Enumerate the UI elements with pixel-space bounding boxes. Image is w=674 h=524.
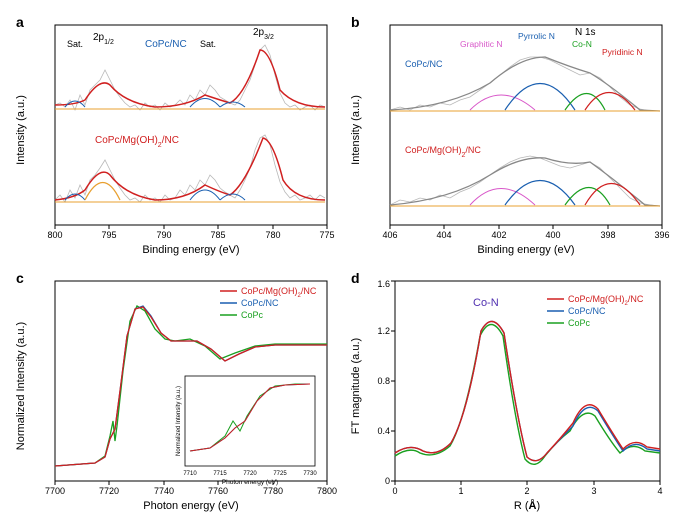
svg-text:0: 0: [385, 476, 390, 486]
svg-text:Sat.: Sat.: [67, 39, 83, 49]
svg-text:7725: 7725: [273, 471, 287, 477]
panel-a-xlabel: Binding energy (eV): [142, 244, 239, 256]
panel-d-ylabel: FT magnitude (a.u.): [350, 338, 362, 434]
svg-text:1.6: 1.6: [377, 279, 390, 289]
svg-text:7740: 7740: [154, 486, 174, 496]
panel-b-label: b: [351, 14, 360, 30]
svg-text:780: 780: [265, 230, 280, 240]
svg-text:790: 790: [156, 230, 171, 240]
svg-text:CoPc: CoPc: [241, 310, 264, 320]
svg-text:775: 775: [319, 230, 334, 240]
svg-text:CoPc/NC: CoPc/NC: [145, 39, 187, 50]
panel-d-chart: Co-N CoPc/Mg(OH)2/NC CoPc/NC CoPc 0 1 2 …: [345, 266, 672, 514]
panel-c-xlabel: Photon energy (eV): [143, 500, 238, 512]
panel-d-label: d: [351, 270, 360, 286]
panel-c-ylabel: Normalized Intensity (a.u.): [15, 322, 27, 450]
svg-text:Sat.: Sat.: [200, 39, 216, 49]
svg-text:7760: 7760: [208, 486, 228, 496]
panel-a: a Sat. 2p1/2: [10, 10, 337, 258]
svg-text:Pyridinic N: Pyridinic N: [602, 47, 643, 57]
svg-text:402: 402: [491, 230, 506, 240]
svg-text:400: 400: [545, 230, 560, 240]
svg-text:7720: 7720: [243, 471, 257, 477]
svg-text:1.2: 1.2: [377, 326, 390, 336]
svg-text:1: 1: [458, 486, 463, 496]
svg-text:Normalized Intensity (a.u.): Normalized Intensity (a.u.): [176, 386, 182, 456]
svg-text:Photon energy (eV): Photon energy (eV): [222, 479, 278, 486]
panel-b: b N 1s Graphitic N Pyrrolic N: [345, 10, 672, 258]
panel-c: c CoPc/Mg(OH)2/NC CoPc/NC CoPc: [10, 266, 337, 514]
svg-text:2: 2: [524, 486, 529, 496]
panel-a-chart: Sat. 2p1/2 CoPc/NC Sat. 2p3/2 CoPc/Mg(OH…: [10, 10, 337, 258]
svg-text:4: 4: [657, 486, 662, 496]
panel-b-chart: N 1s Graphitic N Pyrrolic N Co-N Pyridin…: [345, 10, 672, 258]
svg-text:Co-N: Co-N: [572, 39, 592, 49]
svg-text:406: 406: [382, 230, 397, 240]
svg-text:404: 404: [436, 230, 451, 240]
svg-text:R (Å): R (Å): [514, 499, 540, 512]
panel-c-chart: CoPc/Mg(OH)2/NC CoPc/NC CoPc 77107715772…: [10, 266, 337, 514]
svg-text:7800: 7800: [317, 486, 337, 496]
svg-text:785: 785: [210, 230, 225, 240]
panel-a-label: a: [16, 14, 24, 30]
panel-a-ylabel: Intensity (a.u.): [15, 95, 27, 165]
svg-text:7720: 7720: [99, 486, 119, 496]
svg-text:396: 396: [654, 230, 669, 240]
svg-text:7730: 7730: [303, 471, 317, 477]
svg-text:Pyrrolic N: Pyrrolic N: [518, 31, 555, 41]
svg-text:7715: 7715: [213, 471, 227, 477]
svg-text:CoPc/NC: CoPc/NC: [241, 298, 279, 308]
panel-b-ylabel: Intensity (a.u.): [350, 95, 362, 165]
svg-text:398: 398: [600, 230, 615, 240]
panel-c-label: c: [16, 270, 24, 286]
svg-text:0.8: 0.8: [377, 376, 390, 386]
svg-text:7780: 7780: [263, 486, 283, 496]
panel-d: d Co-N CoPc/Mg(OH)2/NC CoPc/NC CoPc: [345, 266, 672, 514]
svg-text:CoPc: CoPc: [568, 318, 591, 328]
svg-text:7700: 7700: [45, 486, 65, 496]
svg-text:0.4: 0.4: [377, 426, 390, 436]
svg-text:0: 0: [392, 486, 397, 496]
svg-text:N 1s: N 1s: [575, 27, 596, 38]
figure-grid: a Sat. 2p1/2: [10, 10, 664, 514]
svg-text:3: 3: [591, 486, 596, 496]
svg-text:CoPc/NC: CoPc/NC: [405, 59, 443, 69]
svg-text:Graphitic N: Graphitic N: [460, 39, 503, 49]
svg-text:795: 795: [101, 230, 116, 240]
svg-text:800: 800: [47, 230, 62, 240]
panel-b-xlabel: Binding energy (eV): [477, 244, 574, 256]
svg-text:CoPc/NC: CoPc/NC: [568, 306, 606, 316]
svg-text:7710: 7710: [183, 471, 197, 477]
peak-label: Co-N: [473, 297, 499, 309]
